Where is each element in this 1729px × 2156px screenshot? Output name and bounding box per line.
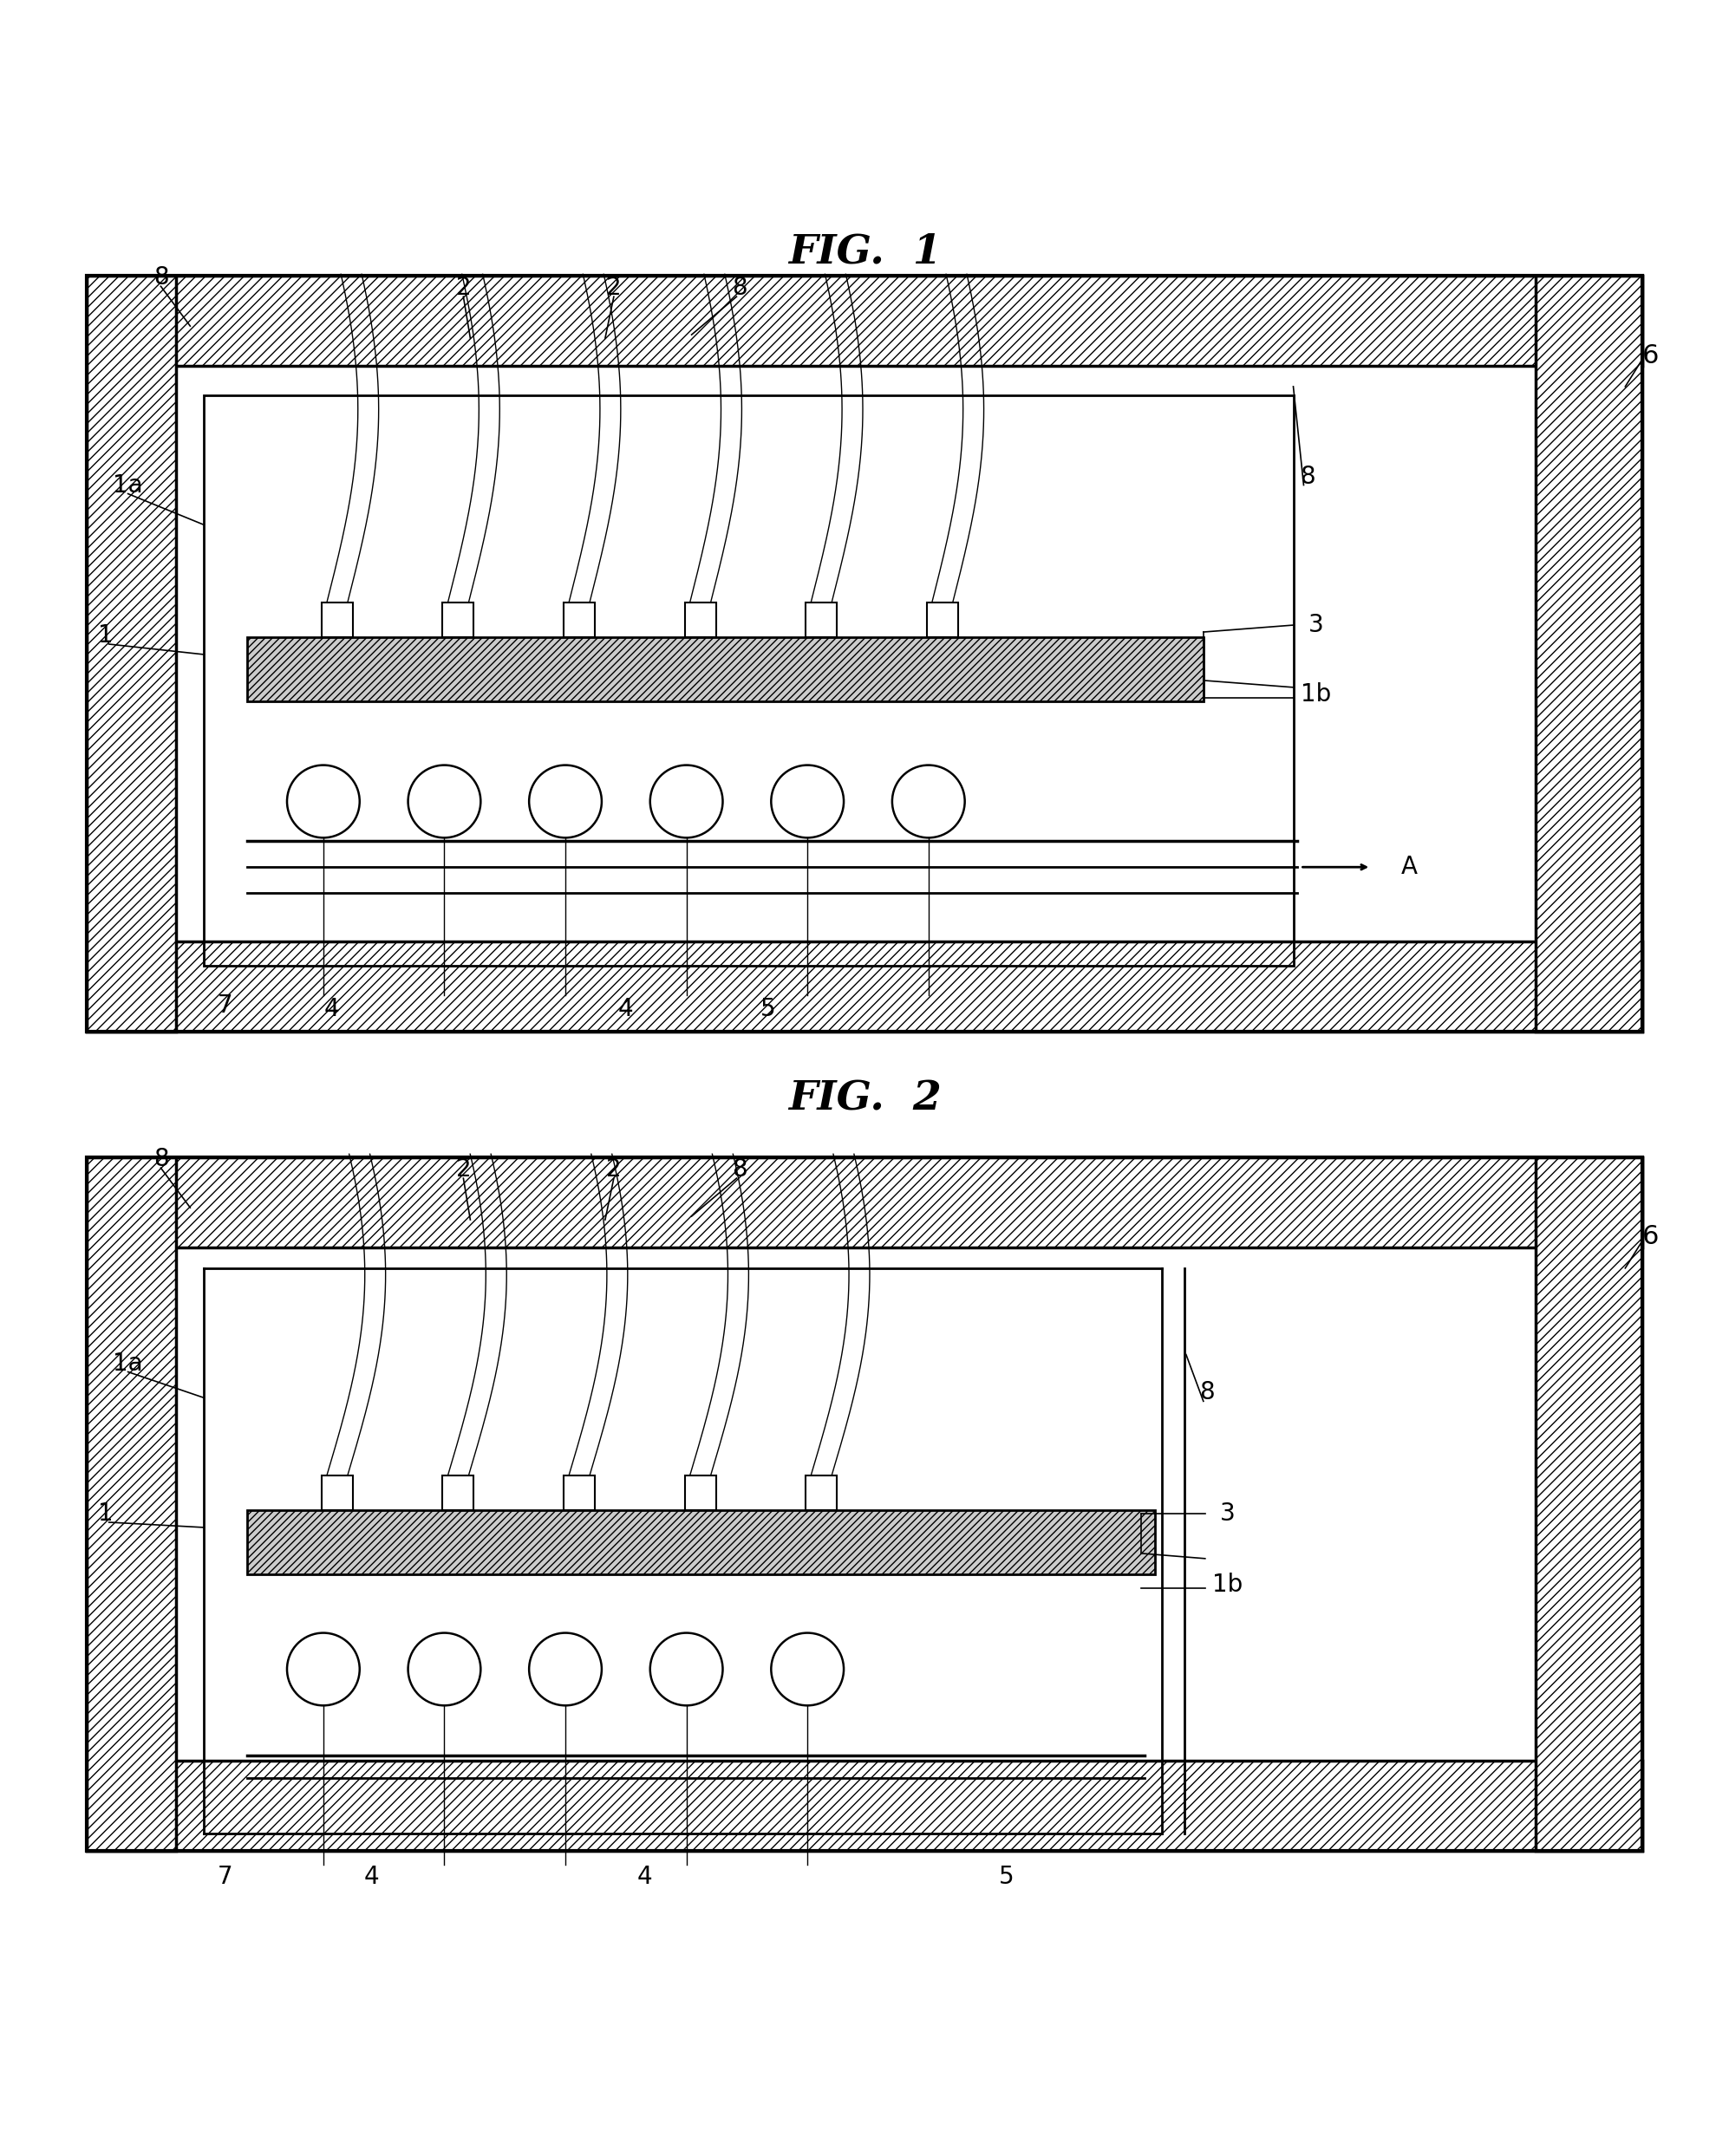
- Bar: [685, 1475, 716, 1509]
- Bar: [204, 395, 1293, 966]
- Text: 8: 8: [154, 1147, 168, 1171]
- Text: FIG.  2: FIG. 2: [788, 1078, 941, 1119]
- Circle shape: [287, 1632, 360, 1705]
- Bar: [1535, 1158, 1643, 1850]
- Text: 4: 4: [325, 996, 339, 1022]
- Bar: [86, 1158, 1643, 1850]
- Bar: [247, 638, 1203, 701]
- Circle shape: [529, 765, 602, 839]
- Bar: [86, 1761, 1643, 1850]
- Circle shape: [771, 1632, 844, 1705]
- Text: 2: 2: [456, 276, 470, 300]
- Text: 8: 8: [733, 1158, 747, 1181]
- Text: 1b: 1b: [1212, 1572, 1243, 1598]
- Bar: [86, 276, 1643, 367]
- Text: 2: 2: [607, 1158, 621, 1181]
- Bar: [86, 276, 176, 1031]
- Bar: [443, 604, 474, 638]
- Text: 1: 1: [99, 1501, 112, 1526]
- Text: 1: 1: [99, 623, 112, 647]
- Text: 8: 8: [154, 265, 168, 289]
- Text: 8: 8: [1200, 1380, 1214, 1406]
- Text: A: A: [1400, 856, 1418, 880]
- Bar: [247, 1509, 1155, 1574]
- Bar: [86, 1158, 176, 1850]
- Text: FIG.  1: FIG. 1: [788, 233, 941, 272]
- Text: 2: 2: [607, 276, 621, 300]
- Text: 8: 8: [733, 276, 747, 300]
- Text: 1a: 1a: [112, 1352, 144, 1376]
- Text: 5: 5: [999, 1865, 1013, 1889]
- Text: 3: 3: [1221, 1501, 1235, 1526]
- Bar: [322, 1475, 353, 1509]
- Bar: [564, 604, 595, 638]
- Circle shape: [287, 765, 360, 839]
- Text: 5: 5: [761, 996, 775, 1022]
- Bar: [564, 1475, 595, 1509]
- Text: 8: 8: [1300, 464, 1314, 489]
- Bar: [86, 276, 1643, 1031]
- Bar: [806, 604, 837, 638]
- Text: 4: 4: [365, 1865, 379, 1889]
- Text: 4: 4: [638, 1865, 652, 1889]
- Bar: [322, 604, 353, 638]
- Text: 7: 7: [218, 1865, 232, 1889]
- Bar: [806, 1475, 837, 1509]
- Text: 6: 6: [1643, 343, 1660, 369]
- Text: 1a: 1a: [112, 472, 144, 498]
- Circle shape: [650, 765, 723, 839]
- Circle shape: [408, 1632, 481, 1705]
- Bar: [927, 604, 958, 638]
- Bar: [443, 1475, 474, 1509]
- Bar: [86, 1158, 1643, 1248]
- Circle shape: [408, 765, 481, 839]
- Text: 4: 4: [619, 996, 633, 1022]
- Bar: [86, 942, 1643, 1031]
- Text: 1b: 1b: [1300, 681, 1331, 707]
- Circle shape: [529, 1632, 602, 1705]
- Text: 3: 3: [1309, 612, 1323, 638]
- Bar: [685, 604, 716, 638]
- Circle shape: [771, 765, 844, 839]
- Circle shape: [650, 1632, 723, 1705]
- Text: 6: 6: [1643, 1225, 1660, 1250]
- Bar: [1535, 276, 1643, 1031]
- Text: 7: 7: [218, 994, 232, 1018]
- Text: 2: 2: [456, 1158, 470, 1181]
- Circle shape: [892, 765, 965, 839]
